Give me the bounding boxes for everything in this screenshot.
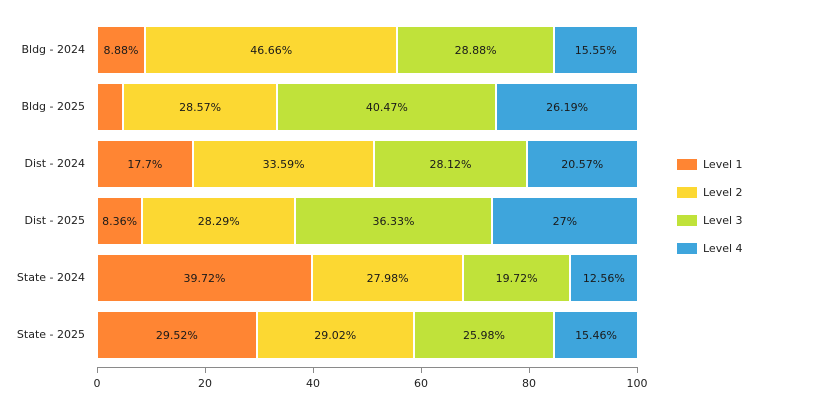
legend-label: Level 1	[703, 157, 743, 171]
x-axis-tick	[421, 367, 422, 373]
bar-segment-level-3[interactable]: 40.47%	[277, 83, 497, 131]
bar-segment-level-3[interactable]: 28.88%	[397, 26, 554, 74]
data-label: 46.66%	[250, 43, 293, 57]
category-label: Bldg - 2025	[21, 100, 85, 113]
legend-swatch-icon	[677, 158, 697, 170]
bar-segment-level-1[interactable]: 39.72%	[97, 254, 312, 302]
data-label: 19.72%	[495, 271, 538, 285]
legend-item-level-3[interactable]: Level 3	[677, 206, 743, 234]
legend-label: Level 4	[703, 241, 743, 255]
category-label: Dist - 2024	[24, 157, 85, 170]
data-label: 15.46%	[575, 328, 618, 342]
category-label: Dist - 2025	[24, 214, 85, 227]
x-axis-tick-label: 60	[414, 377, 428, 390]
bar-segment-level-3[interactable]: 25.98%	[413, 311, 555, 359]
x-axis-line	[97, 367, 638, 368]
data-label: 8.36%	[102, 214, 138, 228]
x-axis-tick-label: 20	[198, 377, 212, 390]
bar-segment-level-1[interactable]: 8.88%	[97, 26, 146, 74]
data-label: 28.88%	[454, 43, 497, 57]
x-axis-tick-label: 40	[306, 377, 320, 390]
data-label: 15.55%	[574, 43, 617, 57]
data-label: 25.98%	[462, 328, 505, 342]
data-label: 8.88%	[103, 43, 139, 57]
x-axis-tick	[529, 367, 530, 373]
legend-swatch-icon	[677, 214, 697, 226]
data-label: 12.56%	[582, 271, 625, 285]
bar-row: 29.52% 29.02% 25.98% 15.46%	[97, 311, 638, 359]
data-label: 40.47%	[365, 100, 408, 114]
bar-segment-level-2[interactable]: 29.02%	[256, 311, 414, 359]
data-label: 29.02%	[314, 328, 357, 342]
bar-segment-level-4[interactable]: 12.56%	[569, 254, 638, 302]
legend-item-level-4[interactable]: Level 4	[677, 234, 743, 262]
bar-segment-level-3[interactable]: 36.33%	[295, 197, 492, 245]
category-label: Bldg - 2024	[21, 43, 85, 56]
bar-segment-level-4[interactable]: 15.46%	[554, 311, 638, 359]
bar-segment-level-4[interactable]: 27%	[491, 197, 638, 245]
data-label: 27.98%	[366, 271, 409, 285]
data-label: 36.33%	[372, 214, 415, 228]
legend-item-level-1[interactable]: Level 1	[677, 150, 743, 178]
bar-row: 17.7% 33.59% 28.12% 20.57%	[97, 140, 638, 188]
data-label: 28.12%	[429, 157, 472, 171]
legend-label: Level 3	[703, 213, 743, 227]
x-axis-tick-label: 80	[522, 377, 536, 390]
x-axis-tick	[97, 367, 98, 373]
data-label: 20.57%	[561, 157, 604, 171]
data-label: 27%	[552, 214, 578, 228]
data-label: 26.19%	[546, 100, 589, 114]
x-axis-tick	[637, 367, 638, 373]
bar-segment-level-1[interactable]: 29.52%	[97, 311, 257, 359]
x-axis-tick	[205, 367, 206, 373]
bar-segment-level-3[interactable]: 28.12%	[374, 140, 527, 188]
bar-row: 28.57% 40.47% 26.19%	[97, 83, 638, 131]
bar-segment-level-1[interactable]: 8.36%	[97, 197, 143, 245]
bar-segment-level-2[interactable]: 28.57%	[122, 83, 278, 131]
bar-segment-level-2[interactable]: 27.98%	[311, 254, 464, 302]
bar-segment-level-2[interactable]: 28.29%	[142, 197, 296, 245]
data-label: 28.57%	[179, 100, 222, 114]
legend-label: Level 2	[703, 185, 743, 199]
plot-area: 8.88% 46.66% 28.88% 15.55% 28.57% 40.47% 26.19…	[97, 26, 638, 362]
x-axis-tick-label: 0	[93, 377, 101, 390]
bar-segment-level-4[interactable]: 20.57%	[526, 140, 638, 188]
x-axis-tick	[313, 367, 314, 373]
bar-row: 39.72% 27.98% 19.72% 12.56%	[97, 254, 638, 302]
category-label: State - 2024	[16, 271, 85, 284]
bar-row: 8.88% 46.66% 28.88% 15.55%	[97, 26, 638, 74]
data-label: 28.29%	[197, 214, 240, 228]
legend: Level 1 Level 2 Level 3 Level 4	[677, 150, 743, 262]
bar-segment-level-1[interactable]: 17.7%	[97, 140, 193, 188]
bar-row: 8.36% 28.29% 36.33% 27%	[97, 197, 638, 245]
bar-segment-level-2[interactable]: 46.66%	[145, 26, 398, 74]
data-label: 17.7%	[127, 157, 163, 171]
bar-segment-level-4[interactable]: 26.19%	[496, 83, 638, 131]
data-label: 29.52%	[155, 328, 198, 342]
legend-swatch-icon	[677, 186, 697, 198]
bar-segment-level-2[interactable]: 33.59%	[192, 140, 375, 188]
x-axis-tick-label: 100	[626, 377, 648, 390]
legend-item-level-2[interactable]: Level 2	[677, 178, 743, 206]
legend-swatch-icon	[677, 242, 697, 254]
bar-segment-level-4[interactable]: 15.55%	[553, 26, 638, 74]
data-label: 39.72%	[183, 271, 226, 285]
category-label: State - 2025	[16, 328, 85, 341]
bar-segment-level-1[interactable]	[97, 83, 123, 131]
data-label: 33.59%	[262, 157, 305, 171]
bar-segment-level-3[interactable]: 19.72%	[463, 254, 570, 302]
